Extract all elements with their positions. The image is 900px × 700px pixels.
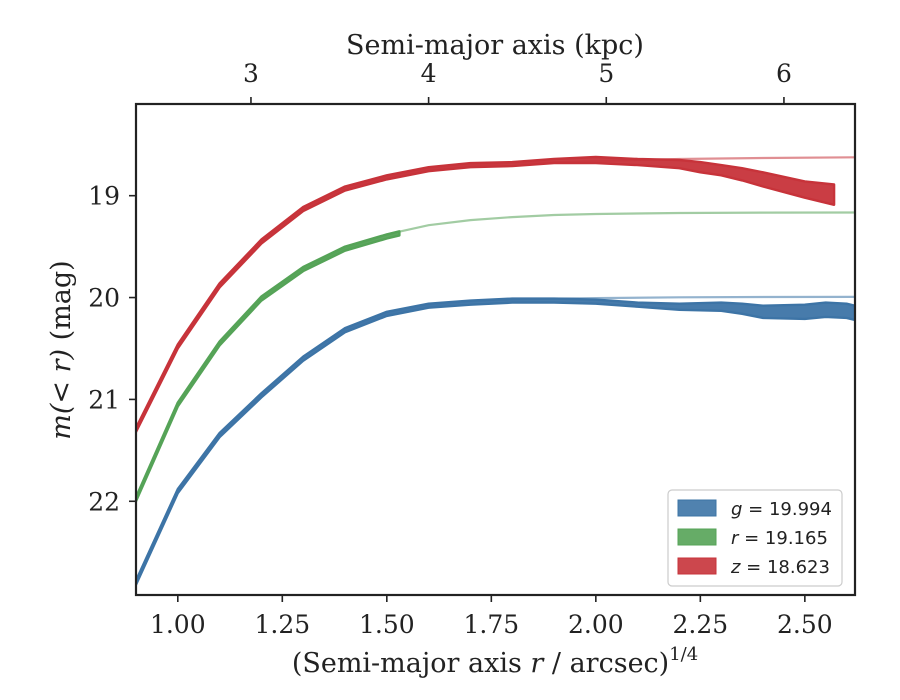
y-axis-title-space: [46, 340, 77, 349]
top-x-tick-label: 3: [243, 59, 259, 88]
legend-swatch-g: [677, 499, 717, 517]
y-tick-label: 20: [88, 284, 120, 313]
legend-label-g: g = 19.994: [731, 499, 832, 520]
x-tick-label: 1.75: [463, 610, 519, 639]
plot-frame: [134, 102, 857, 597]
series-model-line-z: [136, 156, 855, 431]
top-x-tick-label: 5: [598, 59, 614, 88]
bottom-x-axis-title-prefix: (Semi-major axis: [292, 648, 531, 679]
legend-label-r: r = 19.165: [731, 528, 828, 549]
x-tick-label: 2.50: [777, 610, 833, 639]
bottom-x-axis-title-exponent: 1/4: [669, 644, 698, 665]
y-axis-title-math: m(< r): [46, 349, 77, 440]
legend-swatch-r: [677, 528, 717, 546]
x-tick-label: 1.25: [254, 610, 310, 639]
legend-label-z: z = 18.623: [730, 557, 830, 578]
bottom-x-axis-title-suffix: / arcsec): [543, 648, 669, 679]
top-x-tick-label: 6: [776, 59, 792, 88]
x-tick-label: 2.00: [568, 610, 624, 639]
bottom-x-axis-title-var: r: [530, 648, 545, 679]
y-axis-title-unit: (mag): [46, 260, 77, 340]
plot-area: [136, 155, 855, 586]
x-tick-label: 1.50: [359, 610, 415, 639]
top-x-axis-title: Semi-major axis (kpc): [346, 30, 644, 61]
axis-ticks: 1.00 1.25 1.50 1.75 2.00 2.25 2.50 19 20 21 22 3 4 5 6: [88, 59, 832, 639]
x-tick-label: 1.00: [150, 610, 206, 639]
y-axis-title: m(< r) (mag): [46, 260, 77, 439]
bottom-x-axis-title: (Semi-major axis r / arcsec)1/4: [292, 644, 698, 679]
series-band-r: [136, 230, 401, 503]
series-band-g: [136, 297, 855, 586]
top-x-tick-label: 4: [421, 59, 437, 88]
legend-swatch-z: [677, 557, 717, 575]
y-tick-label: 21: [88, 385, 120, 414]
series-model-line-r: [136, 211, 855, 500]
y-tick-label: 19: [88, 182, 120, 211]
x-tick-label: 2.25: [672, 610, 728, 639]
y-tick-label: 22: [88, 487, 120, 516]
series-band-z: [136, 155, 836, 434]
legend: g = 19.994 r = 19.165 z = 18.623: [667, 489, 843, 587]
